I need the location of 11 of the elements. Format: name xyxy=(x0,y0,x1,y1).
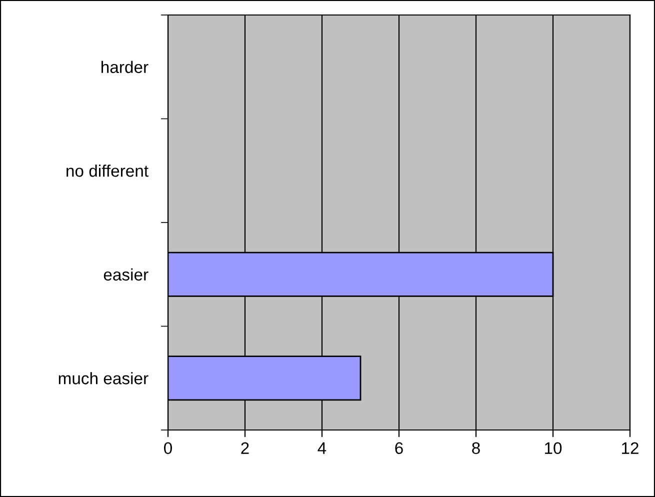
x-tick-label: 6 xyxy=(395,442,403,454)
x-tick-label: 2 xyxy=(241,442,249,454)
y-tick-label: harder xyxy=(102,60,148,74)
x-tick-label: 0 xyxy=(164,442,172,454)
x-tick-label: 12 xyxy=(622,442,638,454)
x-tick-label: 8 xyxy=(472,442,480,454)
x-tick-label: 4 xyxy=(318,442,326,454)
y-tick-label: much easier xyxy=(58,372,148,384)
x-tick-label: 10 xyxy=(545,442,562,454)
y-tick-label: no different xyxy=(66,164,148,177)
y-tick-label: easier xyxy=(104,268,148,281)
